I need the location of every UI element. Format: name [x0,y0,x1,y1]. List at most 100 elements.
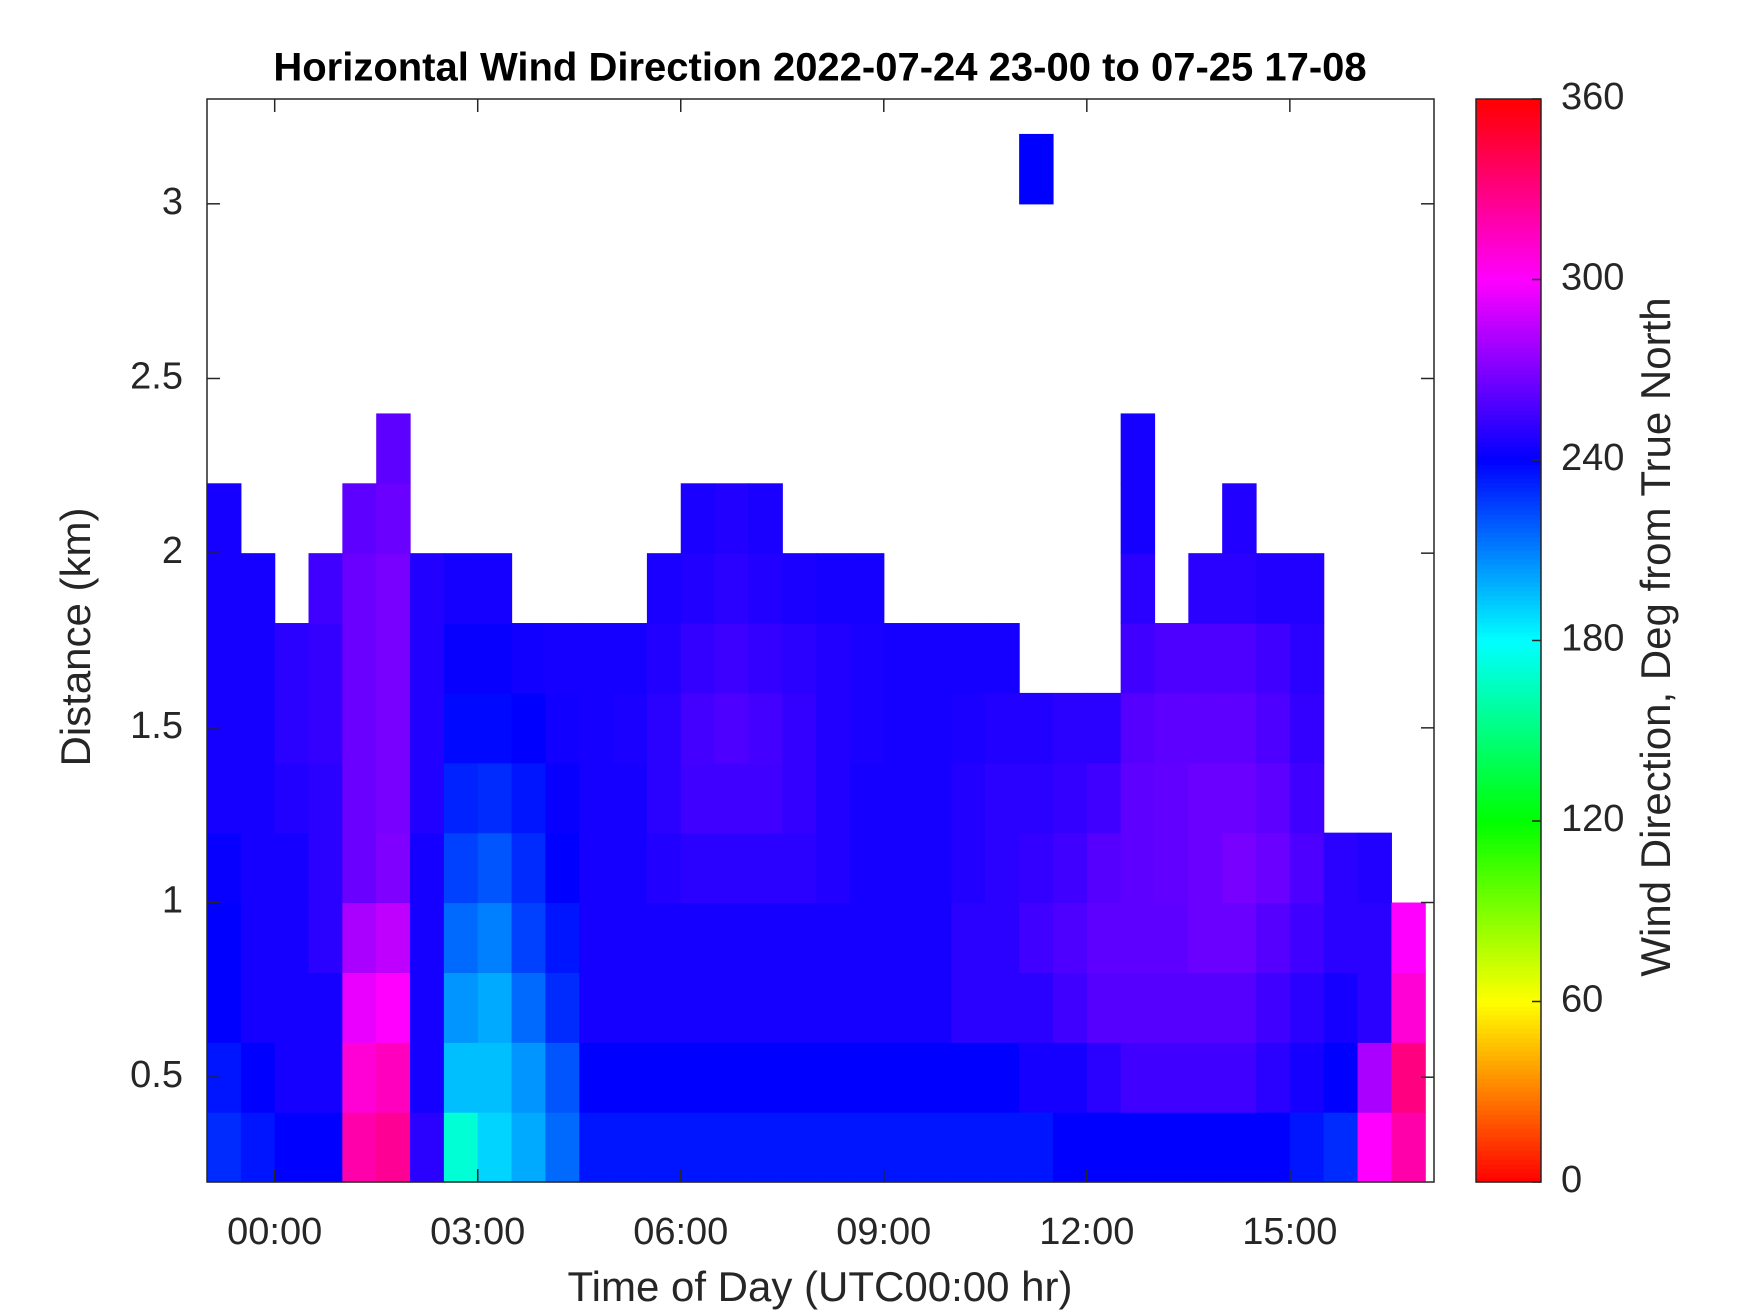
colorbar-swatch [1476,1114,1541,1120]
colorbar-swatch [1476,654,1541,660]
heatmap-cell [1256,692,1291,764]
heatmap-cell [1323,832,1359,904]
colorbar-swatch [1476,126,1541,132]
heatmap-cell [985,762,1020,834]
heatmap-cell [1188,832,1223,904]
heatmap-cell [274,902,310,973]
colorbar-swatch [1476,604,1541,610]
y-tick-label: 2 [162,530,183,572]
heatmap-cell [1222,483,1257,554]
colorbar-swatch [1476,360,1541,366]
heatmap-cell [410,692,445,764]
heatmap-cell [917,832,953,904]
colorbar-swatch [1476,1154,1541,1161]
heatmap-cell [985,972,1020,1043]
colorbar-swatch [1476,1042,1541,1048]
colorbar-swatch [1476,911,1541,917]
colorbar-swatch [1476,473,1541,479]
colorbar-swatch [1476,333,1541,339]
heatmap-cell [680,623,716,694]
colorbar-swatch [1476,369,1541,375]
heatmap-cell [1120,1112,1156,1183]
colorbar-swatch [1476,784,1541,791]
colorbar-swatch [1476,866,1541,872]
colorbar-swatch [1476,450,1541,457]
heatmap-cell [714,762,750,834]
colorbar-swatch [1476,1078,1541,1084]
colorbar-swatch [1476,144,1541,150]
heatmap-cell [207,902,242,973]
colorbar-swatch [1476,311,1541,317]
colorbar-swatch [1476,640,1541,646]
colorbar-swatch [1476,1064,1541,1070]
heatmap-cell [443,1042,479,1113]
x-tick-label: 00:00 [227,1211,322,1253]
colorbar-swatch [1476,1123,1541,1129]
colorbar-swatch [1476,1082,1541,1088]
heatmap-cell [376,623,411,694]
heatmap-cell [613,762,648,834]
heatmap-cell [816,902,851,973]
heatmap-cell [1289,1112,1325,1183]
heatmap-cell [1019,692,1054,764]
colorbar-swatch [1476,1109,1541,1115]
colorbar-swatch [1476,324,1541,330]
heatmap-cell [342,553,377,624]
heatmap-cell [376,902,411,973]
heatmap-cell [714,1112,750,1183]
colorbar-swatch [1476,423,1541,430]
colorbar-swatch [1476,1163,1541,1170]
heatmap-cell [308,762,343,834]
heatmap-cell [207,832,242,904]
heatmap-cell [646,692,682,764]
colorbar-swatch [1476,523,1541,529]
colorbar-swatch [1476,1006,1541,1012]
heatmap-cell [646,623,682,694]
heatmap-cell [545,1042,580,1113]
heatmap-cell [646,553,682,624]
x-tick-label: 03:00 [430,1211,525,1253]
heatmap-cell [545,832,580,904]
heatmap-cell [1052,692,1088,764]
colorbar-swatch [1476,157,1541,163]
colorbar-swatch [1476,771,1541,777]
colorbar-swatch [1476,166,1541,172]
colorbar-swatch [1476,960,1541,966]
colorbar-swatch [1476,1172,1541,1179]
colorbar-swatch [1476,739,1541,745]
colorbar-swatch [1476,1159,1541,1165]
heatmap-cell [240,902,276,973]
heatmap-cell [1188,692,1223,764]
heatmap-cell [376,413,411,484]
heatmap-cell [1052,832,1088,904]
heatmap-cell [240,972,276,1043]
heatmap-cell [1357,972,1392,1043]
colorbar-swatch [1476,983,1541,989]
heatmap-cell [410,1042,445,1113]
colorbar-swatch [1476,207,1541,213]
colorbar-swatch [1476,306,1541,312]
heatmap-cell [545,972,580,1043]
colorbar-swatch [1476,396,1541,402]
colorbar-swatch [1476,897,1541,903]
heatmap-cell [308,972,343,1043]
heatmap-cell [646,1112,682,1183]
colorbar-swatch [1476,965,1541,971]
heatmap-cell [816,553,851,624]
colorbar-swatch [1476,726,1541,732]
colorbar-swatch [1476,401,1541,407]
colorbar-swatch [1476,112,1541,118]
colorbar-swatch [1476,441,1541,448]
colorbar-swatch [1476,302,1541,308]
heatmap-cell [376,972,411,1043]
heatmap-cell [1120,483,1156,554]
heatmap-cell [1222,553,1257,624]
colorbar-swatch [1476,969,1541,976]
colorbar-swatch [1476,432,1541,439]
colorbar-swatch [1476,460,1541,466]
heatmap-cell [1052,1042,1088,1113]
heatmap-cell [782,972,817,1043]
heatmap-cell [1052,762,1088,834]
colorbar-swatch [1476,978,1541,985]
heatmap-cell [376,762,411,834]
